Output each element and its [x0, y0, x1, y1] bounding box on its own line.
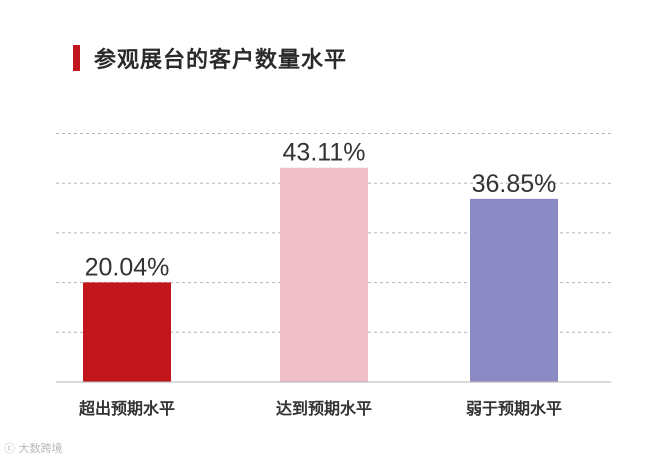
- bars: [83, 167, 558, 382]
- category-label-2: 达到预期水平: [276, 399, 372, 418]
- watermark-text: 大数跨境: [18, 442, 63, 455]
- category-label-1: 超出预期水平: [78, 399, 175, 418]
- bar-2: [280, 167, 368, 382]
- category-labels: 超出预期水平 达到预期水平 弱于预期水平: [78, 399, 562, 418]
- value-label-3: 36.85%: [472, 170, 557, 198]
- chart-title: 参观展台的客户数量水平: [94, 48, 348, 73]
- bar-3: [470, 198, 558, 382]
- value-label-2: 43.11%: [283, 139, 366, 167]
- category-label-3: 弱于预期水平: [466, 399, 562, 418]
- chart-title-block: 参观展台的客户数量水平: [73, 44, 348, 73]
- value-label-1: 20.04%: [85, 253, 170, 281]
- value-labels: 20.04% 43.11% 36.85%: [85, 139, 557, 282]
- watermark: ⓒ 大数跨境: [4, 440, 63, 456]
- watermark-icon: ⓒ: [4, 442, 15, 455]
- bar-1: [83, 282, 171, 382]
- title-accent-bar: [73, 45, 80, 71]
